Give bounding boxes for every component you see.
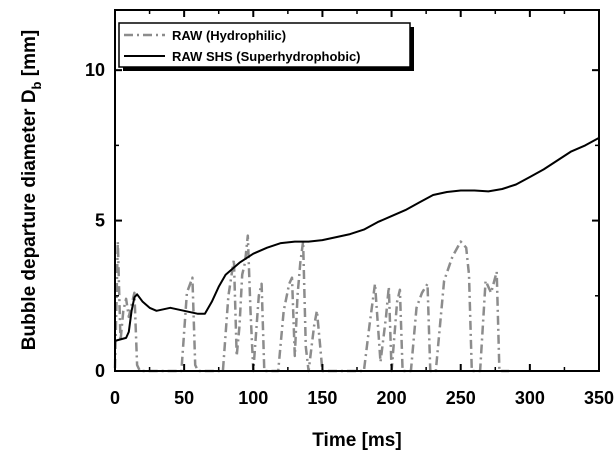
- y-tick-label: 0: [95, 361, 105, 381]
- series-line-hydrophilic: [113, 234, 510, 373]
- y-ticks: 0 5 10: [85, 60, 599, 381]
- legend-label-shs: RAW SHS (Superhydrophobic): [172, 49, 361, 64]
- x-tick-label: 350: [584, 388, 614, 408]
- legend-label-hydrophilic: RAW (Hydrophilic): [172, 28, 286, 43]
- y-axis-label: Bubble departure diameter Db [mm]: [19, 30, 44, 350]
- x-tick-label: 150: [307, 388, 337, 408]
- series-line-superhydrophobic: [114, 137, 600, 342]
- y-axis-label-main: Bubble departure diameter D: [19, 89, 40, 350]
- y-axis-label-subscript: b: [29, 81, 44, 89]
- x-tick-label: 50: [174, 388, 194, 408]
- x-tick-label: 100: [238, 388, 268, 408]
- y-tick-label: 10: [85, 60, 105, 80]
- x-axis-label: Time [ms]: [312, 430, 401, 451]
- series-layer: [113, 137, 600, 373]
- y-tick-label: 5: [95, 211, 105, 231]
- y-axis-label-unit: [mm]: [19, 30, 40, 82]
- legend-box: [118, 22, 411, 68]
- x-tick-label: 300: [515, 388, 545, 408]
- x-ticks: 0 50 100 150 200 250 300 350: [110, 10, 614, 408]
- x-tick-label: 250: [446, 388, 476, 408]
- x-tick-label: 200: [377, 388, 407, 408]
- legend: RAW (Hydrophilic) RAW SHS (Superhydropho…: [118, 22, 414, 71]
- x-tick-label: 0: [110, 388, 120, 408]
